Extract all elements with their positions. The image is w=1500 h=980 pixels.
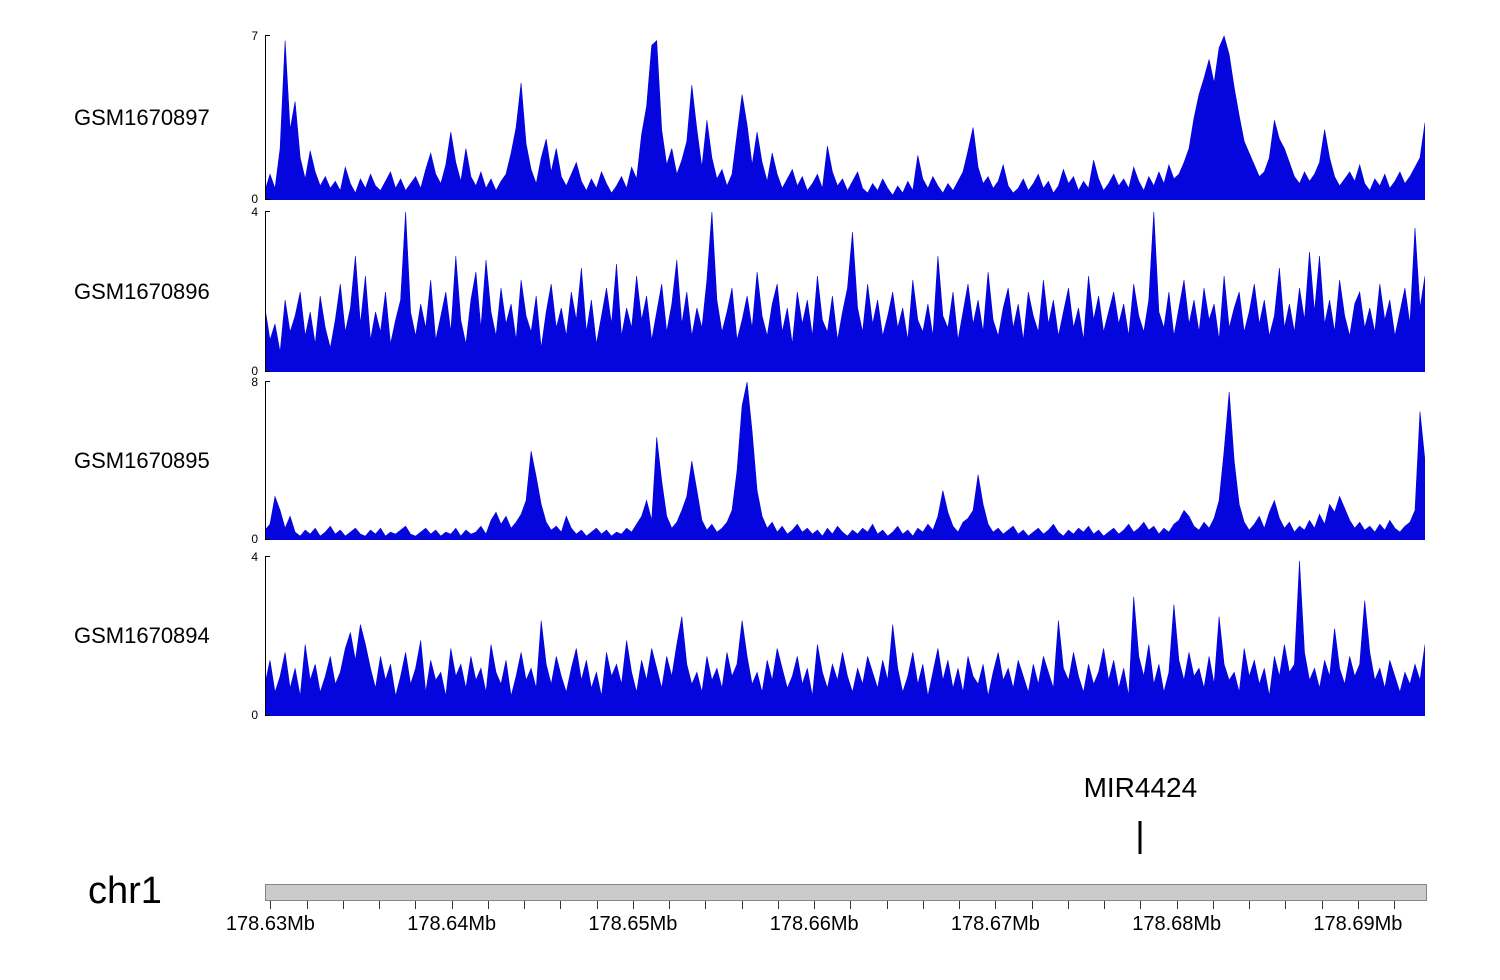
genome-axis-labels: 178.63Mb 178.64Mb 178.65Mb 178.66Mb 178.67Mb… xyxy=(226,913,1425,939)
axis-tick xyxy=(1104,901,1106,909)
chromosome-ideogram-bar xyxy=(265,884,1427,901)
coverage-area xyxy=(265,381,1425,540)
axis-tick xyxy=(632,901,634,909)
y-axis-max-label: 4 xyxy=(251,550,258,564)
axis-tick xyxy=(777,901,779,909)
coverage-area xyxy=(265,560,1425,716)
y-axis-line xyxy=(265,556,270,716)
gene-annotation-mark xyxy=(1138,821,1142,854)
axis-tick xyxy=(995,901,997,909)
axis-tick xyxy=(886,901,888,909)
coverage-plot: 4 0 xyxy=(251,551,1425,721)
coverage-area xyxy=(265,35,1425,200)
axis-tick xyxy=(451,901,453,909)
axis-tick xyxy=(524,901,526,909)
axis-tick xyxy=(379,901,381,909)
axis-tick xyxy=(922,901,924,909)
track-row-2: GSM1670896 4 0 xyxy=(0,206,1500,377)
axis-tick xyxy=(959,901,961,909)
track-label: GSM1670896 xyxy=(74,278,210,304)
coverage-plot: 7 0 xyxy=(251,30,1425,205)
axis-tick xyxy=(814,901,816,909)
y-axis-min-label: 0 xyxy=(251,364,258,378)
axis-tick xyxy=(342,901,344,909)
axis-tick xyxy=(1285,901,1287,909)
coverage-plot: 8 0 xyxy=(251,376,1425,545)
gene-annotation-label: MIR4424 xyxy=(1083,772,1198,803)
track-label: GSM1670897 xyxy=(74,104,210,130)
axis-tick-label: 178.69Mb xyxy=(1313,913,1403,935)
axis-tick xyxy=(560,901,562,909)
axis-tick xyxy=(741,901,743,909)
y-axis-line xyxy=(265,35,270,200)
axis-tick xyxy=(850,901,852,909)
axis-tick xyxy=(1176,901,1178,909)
track-row-3: GSM1670895 8 0 xyxy=(0,376,1500,545)
y-axis-min-label: 0 xyxy=(251,532,258,546)
track-row-1: GSM1670897 7 0 xyxy=(0,30,1500,205)
axis-tick xyxy=(1212,901,1214,909)
coverage-svg xyxy=(265,556,1425,716)
coverage-svg xyxy=(265,35,1425,200)
axis-tick xyxy=(1394,901,1396,909)
axis-tick xyxy=(1067,901,1069,909)
axis-tick xyxy=(1249,901,1251,909)
y-axis-max-label: 8 xyxy=(251,375,258,389)
axis-tick xyxy=(596,901,598,909)
coverage-svg xyxy=(265,211,1425,372)
axis-tick-label: 178.67Mb xyxy=(950,913,1040,935)
track-row-4: GSM1670894 4 0 xyxy=(0,551,1500,721)
axis-tick xyxy=(1357,901,1359,909)
axis-tick xyxy=(669,901,671,909)
y-axis-min-label: 0 xyxy=(251,192,258,206)
y-axis-line xyxy=(265,211,270,372)
axis-tick xyxy=(270,901,272,909)
y-axis-line xyxy=(265,381,270,540)
genome-axis-ticks xyxy=(265,901,1425,911)
axis-tick-label: 178.66Mb xyxy=(769,913,859,935)
axis-tick-label: 178.63Mb xyxy=(225,913,315,935)
y-axis-min-label: 0 xyxy=(251,708,258,722)
axis-tick xyxy=(306,901,308,909)
axis-tick xyxy=(705,901,707,909)
axis-tick-label: 178.68Mb xyxy=(1132,913,1222,935)
coverage-area xyxy=(265,211,1425,372)
axis-tick xyxy=(1321,901,1323,909)
axis-tick xyxy=(1140,901,1142,909)
track-label: GSM1670894 xyxy=(74,623,210,648)
coverage-svg xyxy=(265,381,1425,540)
track-label: GSM1670895 xyxy=(74,447,210,473)
chromosome-label: chr1 xyxy=(88,870,162,912)
axis-tick-label: 178.65Mb xyxy=(588,913,678,935)
y-axis-max-label: 7 xyxy=(251,29,258,43)
axis-tick-label: 178.64Mb xyxy=(407,913,497,935)
axis-tick xyxy=(415,901,417,909)
axis-tick xyxy=(487,901,489,909)
y-axis-max-label: 4 xyxy=(251,205,258,219)
axis-tick xyxy=(1031,901,1033,909)
coverage-plot: 4 0 xyxy=(251,206,1425,377)
